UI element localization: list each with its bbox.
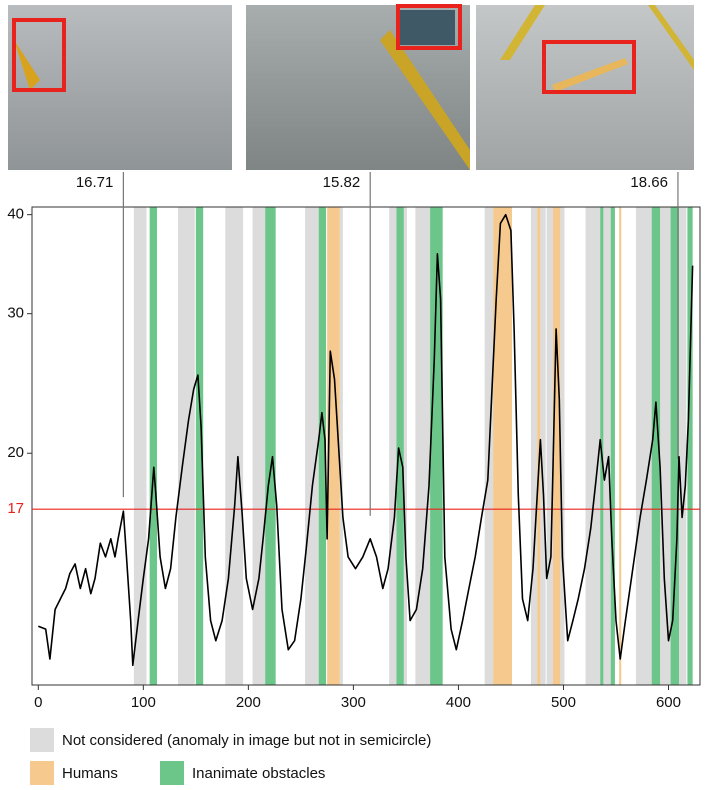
- category-band: [305, 207, 319, 685]
- legend-swatch: [30, 761, 54, 785]
- category-band: [600, 207, 604, 685]
- x-tick-label: 600: [656, 694, 681, 711]
- legend-label: Not considered (anomaly in image but not…: [62, 732, 431, 749]
- legend-label: Inanimate obstacles: [192, 765, 325, 782]
- category-band: [585, 207, 601, 685]
- category-band: [389, 207, 397, 685]
- category-band: [610, 207, 615, 685]
- threshold-label: 17: [7, 500, 24, 517]
- category-band: [560, 207, 565, 685]
- plot-frame: [31, 206, 701, 686]
- category-band: [660, 207, 671, 685]
- category-band: [619, 207, 622, 685]
- category-band: [265, 207, 276, 685]
- detection-box: [542, 40, 636, 94]
- category-band: [678, 207, 687, 685]
- category-band: [177, 207, 195, 685]
- x-tick-label: 0: [34, 694, 42, 711]
- x-tick-label: 400: [446, 694, 471, 711]
- category-band: [396, 207, 404, 685]
- category-band: [670, 207, 679, 685]
- category-band: [195, 207, 204, 685]
- category-band: [493, 207, 512, 685]
- category-band: [603, 207, 611, 685]
- category-band: [339, 207, 343, 685]
- category-band: [327, 207, 340, 685]
- annotation-label: 16.71: [76, 174, 114, 191]
- annotation-label: 15.82: [323, 174, 361, 191]
- category-band: [149, 207, 157, 685]
- category-band: [687, 207, 693, 685]
- detection-box: [12, 18, 66, 92]
- y-tick-label: 40: [7, 206, 24, 223]
- x-tick-label: 100: [131, 694, 156, 711]
- camera-image: [476, 5, 694, 170]
- category-band: [318, 207, 327, 685]
- category-band: [546, 207, 553, 685]
- y-tick-label: 30: [7, 305, 24, 322]
- legend-swatch: [30, 728, 54, 752]
- category-band: [225, 207, 244, 685]
- category-band: [651, 207, 661, 685]
- x-tick-label: 500: [551, 694, 576, 711]
- category-band: [552, 207, 561, 685]
- score-line: [38, 213, 694, 667]
- category-band: [540, 207, 546, 685]
- category-band: [415, 207, 431, 685]
- annotation-label: 18.66: [630, 174, 668, 191]
- camera-image: [246, 4, 470, 170]
- category-band: [252, 207, 266, 685]
- x-tick-label: 300: [341, 694, 366, 711]
- category-band: [403, 207, 407, 685]
- legend-swatch: [160, 761, 184, 785]
- category-band: [537, 207, 541, 685]
- category-band: [635, 207, 652, 685]
- detection-box: [396, 4, 462, 50]
- category-band: [530, 207, 538, 685]
- y-tick-label: 20: [7, 444, 24, 461]
- category-band: [430, 207, 443, 685]
- camera-image: [8, 5, 232, 170]
- category-band: [133, 207, 147, 685]
- legend-label: Humans: [62, 765, 118, 782]
- x-tick-label: 200: [236, 694, 261, 711]
